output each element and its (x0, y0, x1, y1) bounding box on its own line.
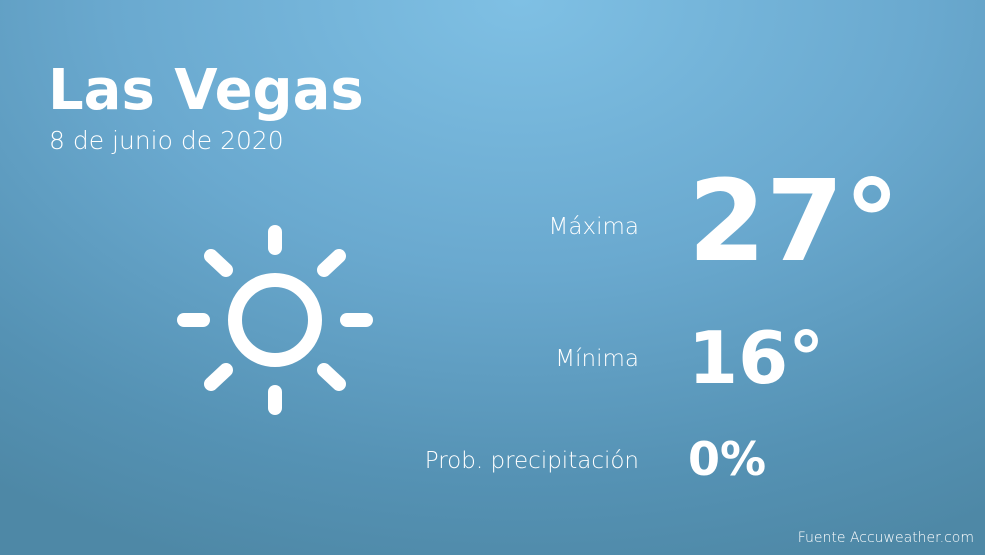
max-value: 27° (688, 157, 900, 287)
precip-label: Prob. precipitación (424, 448, 639, 474)
precip-value: 0% (688, 432, 767, 486)
min-value: 16° (688, 316, 825, 400)
min-label: Mínima (555, 346, 639, 372)
city-title: Las Vegas (48, 58, 364, 123)
date-label: 8 de junio de 2020 (49, 126, 284, 155)
source-credit: Fuente Accuweather.com (797, 530, 974, 546)
sun-icon (177, 225, 373, 415)
max-label: Máxima (548, 214, 639, 240)
